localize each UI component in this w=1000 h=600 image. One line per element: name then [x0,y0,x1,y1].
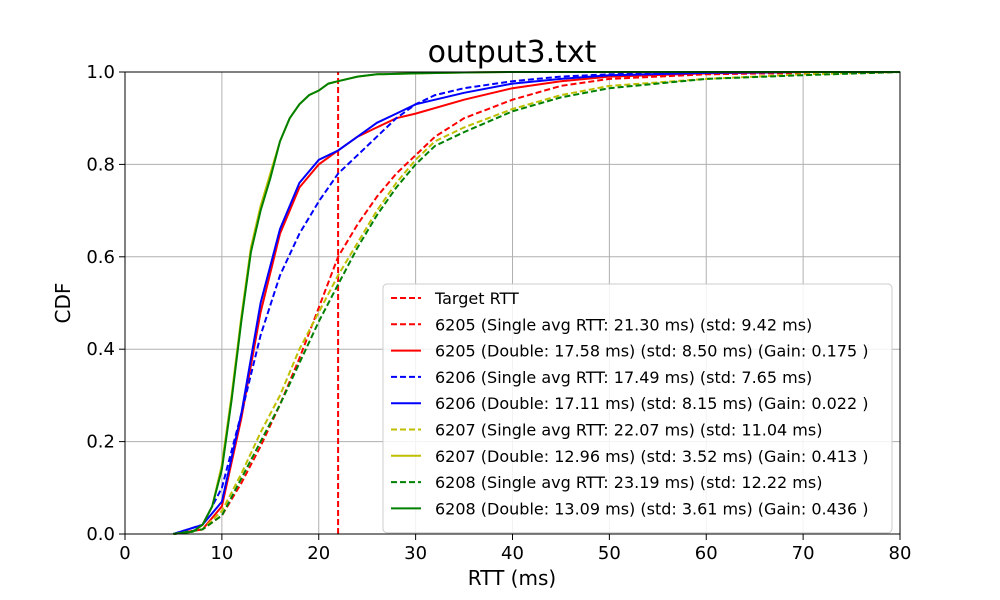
y-tick-label: 0.4 [86,339,115,360]
axis-ticks: 0 10 20 30 40 50 60 70 80 0.0 0.2 0.4 0.6 0.8 1.0 [86,62,911,564]
legend-entry: 6205 (Double: 17.58 ms) (std: 8.50 ms) (… [435,342,868,361]
x-tick-label: 40 [501,543,524,564]
x-tick-label: 50 [598,543,621,564]
x-tick-label: 0 [119,543,130,564]
series-line-5 [173,71,901,535]
chart-title: output3.txt [428,35,597,70]
legend-entry: 6206 (Single avg RTT: 17.49 ms) (std: 7.… [435,368,812,387]
legend-entry: 6208 (Double: 13.09 ms) (std: 3.61 ms) (… [435,499,868,518]
legend-box [382,283,893,534]
legend-entry: 6206 (Double: 17.11 ms) (std: 8.15 ms) (… [435,394,868,413]
legend-entry: 6207 (Single avg RTT: 22.07 ms) (std: 11… [435,421,822,440]
y-tick-label: 0.6 [86,247,115,268]
series-line-3 [173,71,900,535]
x-tick-label: 30 [404,543,427,564]
legend-entry: Target RTT [434,289,519,308]
x-tick-label: 60 [695,543,718,564]
x-axis-label: RTT (ms) [468,566,556,590]
y-tick-label: 0.2 [86,432,115,453]
legend-entry: 6208 (Single avg RTT: 23.19 ms) (std: 12… [435,473,822,492]
series-lines [173,71,901,535]
x-tick-label: 10 [210,543,233,564]
legend: Target RTT 6205 (Single avg RTT: 21.30 ms… [382,283,893,534]
legend-entry: 6207 (Double: 12.96 ms) (std: 3.52 ms) (… [435,447,868,466]
x-tick-label: 80 [889,543,912,564]
series-line-1 [173,71,901,535]
x-tick-label: 20 [307,543,330,564]
y-axis-label: CDF [51,283,75,324]
x-tick-label: 70 [792,543,815,564]
series-line-4 [173,71,900,535]
series-line-8 [173,71,900,535]
y-tick-label: 1.0 [86,62,115,83]
series-line-7 [173,71,901,535]
y-tick-label: 0.8 [86,154,115,175]
y-tick-label: 0.0 [86,524,115,545]
legend-entry: 6205 (Single avg RTT: 21.30 ms) (std: 9.… [435,315,812,334]
